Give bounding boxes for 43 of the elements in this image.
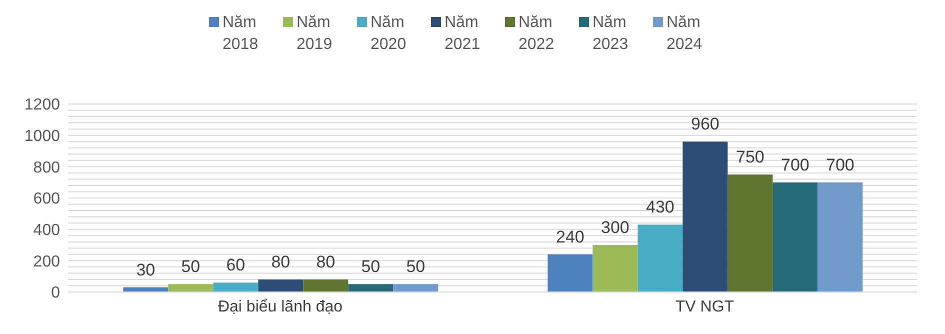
legend-label: Năm 2021 xyxy=(444,13,482,55)
data-label: 50 xyxy=(361,257,380,276)
bar xyxy=(592,245,638,292)
data-label: 30 xyxy=(136,260,156,280)
bar xyxy=(728,174,773,292)
data-label: 60 xyxy=(226,256,246,275)
data-label: 240 xyxy=(556,227,584,246)
data-label: 80 xyxy=(271,252,290,272)
bar xyxy=(393,284,438,292)
data-label: 300 xyxy=(600,218,630,237)
legend-label: Năm 2019 xyxy=(296,13,334,55)
bar xyxy=(348,284,394,292)
x-tick-label: TV NGT xyxy=(675,298,734,316)
x-tick-label: Đại biểu lãnh đạo xyxy=(218,298,343,316)
y-tick-label: 1200 xyxy=(24,96,60,114)
y-tick-label: 0 xyxy=(51,284,60,302)
y-tick-label: 800 xyxy=(33,159,60,176)
legend-label: Năm 2024 xyxy=(666,13,704,55)
bar xyxy=(213,282,258,292)
bar xyxy=(303,279,348,292)
data-label: 700 xyxy=(826,155,854,174)
y-tick-label: 600 xyxy=(33,190,60,208)
legend-label: Năm 2023 xyxy=(592,13,630,55)
data-label: 700 xyxy=(780,155,810,174)
data-label: 430 xyxy=(646,198,674,217)
data-label: 50 xyxy=(406,257,426,276)
y-tick-label: 400 xyxy=(33,222,60,240)
bar xyxy=(818,182,863,292)
bar xyxy=(548,254,593,292)
bar xyxy=(258,279,304,292)
legend-label: Năm 2018 xyxy=(222,13,260,55)
data-label: 50 xyxy=(181,257,200,276)
legend-label: Năm 2020 xyxy=(370,13,408,55)
legend-label: Năm 2022 xyxy=(518,13,556,55)
bar xyxy=(638,224,683,292)
data-label: 960 xyxy=(690,114,720,134)
data-label: 80 xyxy=(316,252,336,272)
bar xyxy=(772,182,818,292)
bar xyxy=(168,284,214,292)
y-tick-label: 200 xyxy=(33,253,60,270)
bar xyxy=(682,142,728,292)
data-label: 750 xyxy=(736,148,764,166)
y-tick-label: 1000 xyxy=(24,128,60,146)
